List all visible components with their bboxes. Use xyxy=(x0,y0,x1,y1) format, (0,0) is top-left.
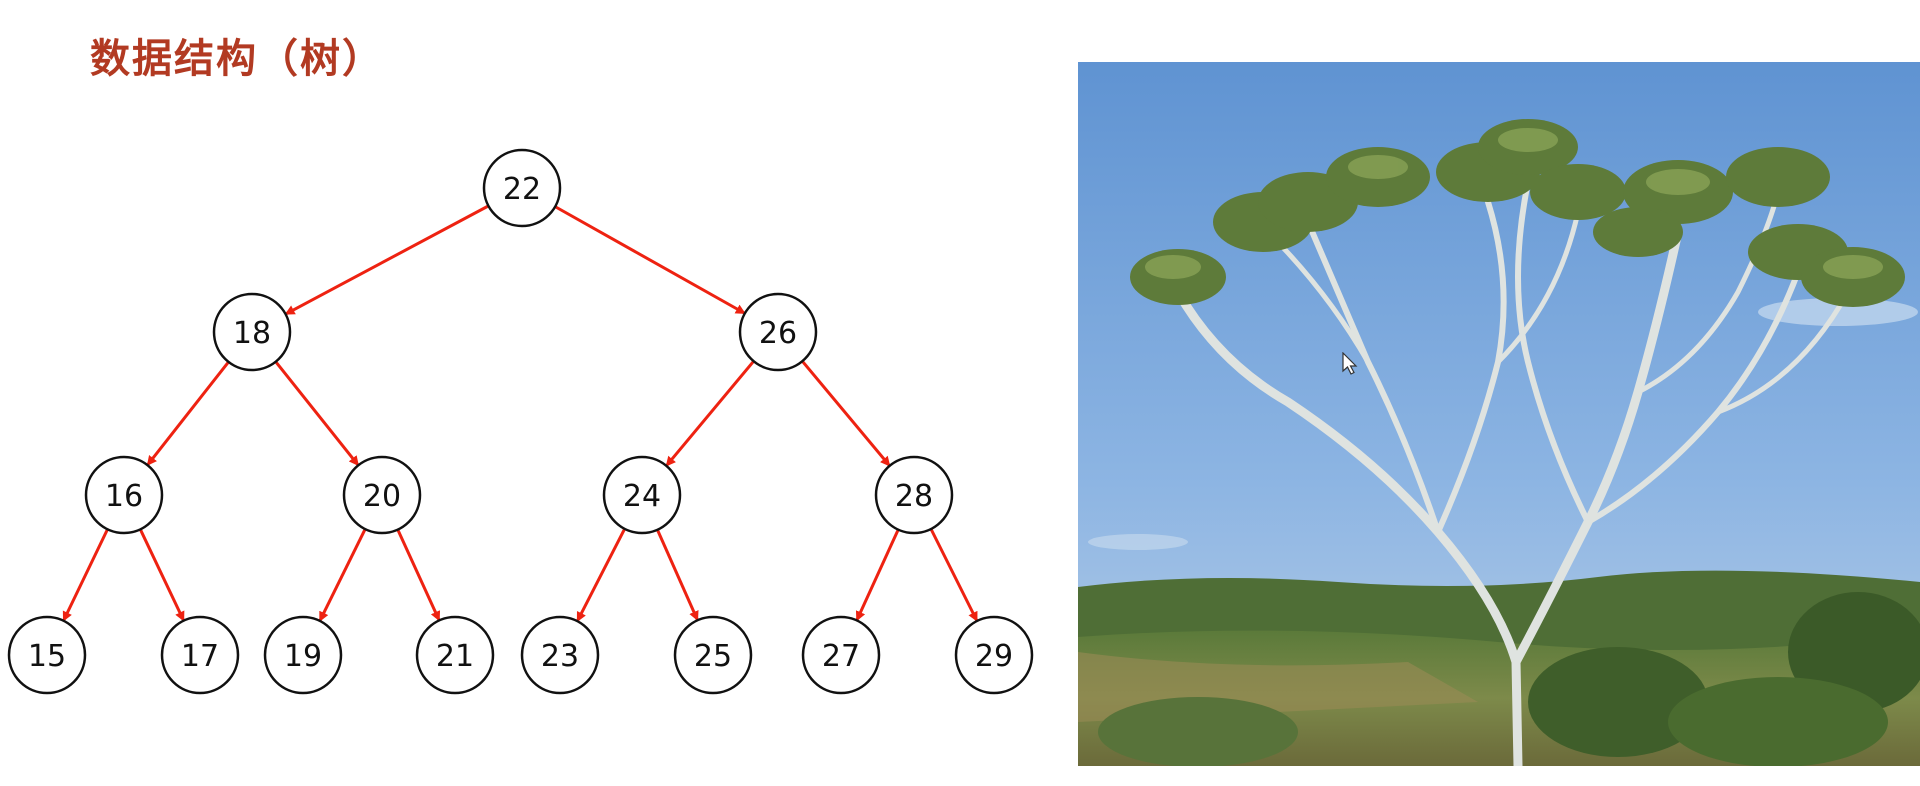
tree-edge-16-15 xyxy=(62,528,109,622)
tree-node-18: 18 xyxy=(212,292,292,372)
tree-node-label: 25 xyxy=(694,639,732,674)
tree-edge-26-24 xyxy=(665,360,755,467)
tree-node-circle xyxy=(874,455,954,535)
tree-node-circle xyxy=(263,615,343,695)
tree-node-circle xyxy=(520,615,600,695)
tree-node-19: 19 xyxy=(263,615,343,695)
tree-edge-28-27 xyxy=(855,528,900,622)
tree-node-circle xyxy=(415,615,495,695)
tree-node-circle xyxy=(212,292,292,372)
tree-edge-22-26 xyxy=(554,205,746,315)
tree-node-circle xyxy=(602,455,682,535)
tree-node-label: 22 xyxy=(503,172,541,207)
tree-node-circle xyxy=(673,615,753,695)
tree-node-label: 18 xyxy=(233,316,271,351)
tree-node-circle xyxy=(801,615,881,695)
tree-node-label: 16 xyxy=(105,479,143,514)
tree-node-label: 26 xyxy=(759,316,797,351)
tree-node-24: 24 xyxy=(602,455,682,535)
tree-edge-18-20 xyxy=(274,360,359,467)
trunk xyxy=(1173,179,1851,766)
tree-node-label: 20 xyxy=(363,479,401,514)
tree-node-25: 25 xyxy=(673,615,753,695)
tree-node-label: 23 xyxy=(541,639,579,674)
tree-edge-16-17 xyxy=(138,528,185,622)
tree-node-circle xyxy=(84,455,164,535)
tree-node-circle xyxy=(7,615,87,695)
tree-node-16: 16 xyxy=(84,455,164,535)
palm-tree-photo xyxy=(1078,62,1920,766)
tree-node-23: 23 xyxy=(520,615,600,695)
tree-node-21: 21 xyxy=(415,615,495,695)
palm-tree-illustration xyxy=(1078,62,1920,766)
slide-title: 数据结构（树） xyxy=(90,36,384,82)
tree-edge-20-21 xyxy=(396,528,441,622)
tree-edge-28-29 xyxy=(929,528,978,622)
tree-edges xyxy=(62,204,978,623)
tree-node-27: 27 xyxy=(801,615,881,695)
binary-tree-diagram: 22 18 26 16 20 24 28 15 17 19 21 23 25 27 29 xyxy=(7,148,1034,695)
tree-node-circle xyxy=(482,148,562,228)
tree-node-circle xyxy=(954,615,1034,695)
tree-node-28: 28 xyxy=(874,455,954,535)
tree-node-20: 20 xyxy=(342,455,422,535)
tree-node-label: 28 xyxy=(895,479,933,514)
tree-node-26: 26 xyxy=(738,292,818,372)
tree-node-15: 15 xyxy=(7,615,87,695)
tree-edge-22-18 xyxy=(284,204,490,315)
tree-edge-24-25 xyxy=(656,529,699,622)
tree-node-circle xyxy=(738,292,818,372)
tree-node-label: 27 xyxy=(822,639,860,674)
tree-edge-26-28 xyxy=(801,360,891,467)
tree-node-label: 21 xyxy=(436,639,474,674)
tree-node-circle xyxy=(342,455,422,535)
tree-node-circle xyxy=(160,615,240,695)
mouse-cursor-icon xyxy=(1342,352,1358,375)
tree-node-label: 15 xyxy=(28,639,66,674)
tree-node-29: 29 xyxy=(954,615,1034,695)
tree-node-label: 19 xyxy=(284,639,322,674)
tree-edge-24-23 xyxy=(576,528,627,623)
tree-node-label: 24 xyxy=(623,479,661,514)
tree-node-22: 22 xyxy=(482,148,562,228)
tree-edge-20-19 xyxy=(318,528,367,622)
tree-node-label: 29 xyxy=(975,639,1013,674)
tree-node-17: 17 xyxy=(160,615,240,695)
tree-edge-18-16 xyxy=(146,360,230,466)
tree-nodes: 22 18 26 16 20 24 28 15 17 19 21 23 25 27 29 xyxy=(7,148,1034,695)
tree-node-label: 17 xyxy=(181,639,219,674)
